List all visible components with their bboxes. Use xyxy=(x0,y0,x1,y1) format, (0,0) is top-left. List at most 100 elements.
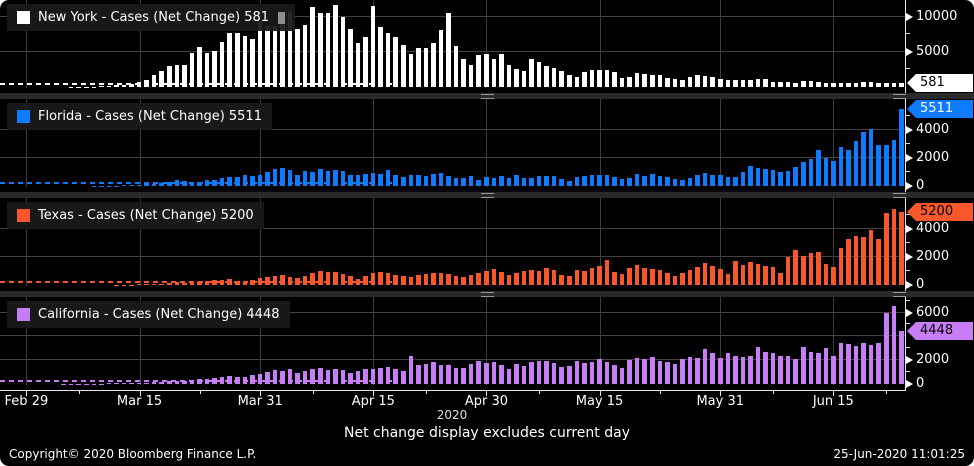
bar xyxy=(665,273,670,285)
bar xyxy=(627,177,632,186)
bar xyxy=(484,271,489,285)
california-y-axis: 6000 2000 0 4448 xyxy=(905,297,974,391)
bar xyxy=(883,82,889,87)
new-york-legend-label: New York - Cases (Net Change) 581 xyxy=(38,10,270,25)
y-tick-minor xyxy=(906,347,910,349)
bar xyxy=(725,353,731,384)
bar xyxy=(265,26,270,87)
bar xyxy=(446,365,451,384)
california-last-value-badge: 4448 xyxy=(907,322,973,340)
texas-bars xyxy=(1,198,904,285)
new-york-legend[interactable]: New York - Cases (Net Change) 581 xyxy=(7,4,296,31)
bar xyxy=(484,362,489,384)
bar xyxy=(257,21,263,87)
bar xyxy=(717,175,723,186)
bar xyxy=(642,74,648,87)
bar xyxy=(551,176,557,186)
florida-bars xyxy=(1,99,904,186)
florida-legend[interactable]: Florida - Cases (Net Change) 5511 xyxy=(7,103,272,130)
bar xyxy=(506,177,512,186)
bar xyxy=(544,66,549,87)
x-tick-minor xyxy=(79,390,81,394)
bar xyxy=(121,84,127,87)
bar xyxy=(400,276,406,285)
bar xyxy=(370,173,376,186)
bar xyxy=(212,179,217,186)
panel-resize-handle[interactable] xyxy=(0,192,974,198)
texas-plot-area[interactable]: Texas - Cases (Net Change) 5200 xyxy=(0,198,905,291)
bar xyxy=(582,363,587,384)
bar xyxy=(234,280,240,285)
bar xyxy=(529,362,534,384)
bar xyxy=(687,77,693,87)
v-gridline xyxy=(260,198,262,286)
new-york-plot-area[interactable]: New York - Cases (Net Change) 581 xyxy=(0,0,905,93)
bar xyxy=(333,5,338,87)
bar xyxy=(868,81,874,87)
bar xyxy=(650,174,655,186)
bar xyxy=(823,263,829,285)
bar xyxy=(589,174,595,186)
bar xyxy=(136,382,142,384)
florida-plot-area[interactable]: Florida - Cases (Net Change) 5511 xyxy=(0,99,905,192)
bar xyxy=(589,361,595,384)
bar xyxy=(438,173,444,186)
panel-resize-handle[interactable] xyxy=(0,93,974,99)
bar xyxy=(876,144,881,186)
bar xyxy=(529,177,534,186)
bar xyxy=(853,345,859,384)
bar xyxy=(378,271,383,285)
bar xyxy=(521,270,527,285)
bar xyxy=(159,70,165,87)
x-tick xyxy=(599,390,601,396)
x-axis-line xyxy=(0,390,906,391)
bar xyxy=(710,352,715,384)
bar xyxy=(446,176,451,186)
bar xyxy=(899,212,904,285)
bar xyxy=(861,236,866,285)
x-tick xyxy=(260,390,262,396)
bar xyxy=(627,76,632,87)
bar xyxy=(295,372,300,384)
california-legend[interactable]: California - Cases (Net Change) 4448 xyxy=(7,301,290,328)
h-gridline xyxy=(0,128,905,130)
y-tick-minor xyxy=(906,299,910,301)
panel-new-york: New York - Cases (Net Change) 581 10000 50… xyxy=(0,0,974,93)
bar xyxy=(144,382,149,384)
bar xyxy=(363,173,368,186)
bar xyxy=(536,270,542,285)
y-tick-arrow-icon xyxy=(906,356,913,365)
bar xyxy=(755,263,761,285)
bar xyxy=(567,276,572,285)
california-plot-area[interactable]: California - Cases (Net Change) 4448 xyxy=(0,297,905,390)
v-gridline xyxy=(139,297,141,385)
bar xyxy=(868,230,874,285)
bar xyxy=(816,149,821,186)
panel-resize-handle[interactable] xyxy=(0,291,974,297)
bar xyxy=(778,356,783,384)
bar xyxy=(325,271,331,285)
bar xyxy=(197,281,202,285)
bar xyxy=(831,161,836,186)
bar xyxy=(808,253,814,285)
bar xyxy=(151,183,157,186)
bar xyxy=(627,359,632,384)
bar xyxy=(748,262,753,285)
y-tick-arrow-icon xyxy=(906,125,913,134)
resize-grip-icon xyxy=(893,94,906,99)
y-tick-arrow-icon xyxy=(906,380,913,388)
bar xyxy=(619,368,625,384)
bar xyxy=(551,68,557,87)
bar xyxy=(250,375,255,384)
bar xyxy=(106,85,112,87)
x-tick-minor xyxy=(659,390,661,394)
bar xyxy=(317,12,323,87)
bar xyxy=(453,276,459,285)
bar xyxy=(204,53,210,87)
v-gridline xyxy=(139,198,141,286)
bar xyxy=(816,353,821,384)
texas-legend[interactable]: Texas - Cases (Net Change) 5200 xyxy=(7,202,264,229)
bar xyxy=(340,171,346,186)
bar xyxy=(582,271,587,285)
bar xyxy=(506,65,512,87)
